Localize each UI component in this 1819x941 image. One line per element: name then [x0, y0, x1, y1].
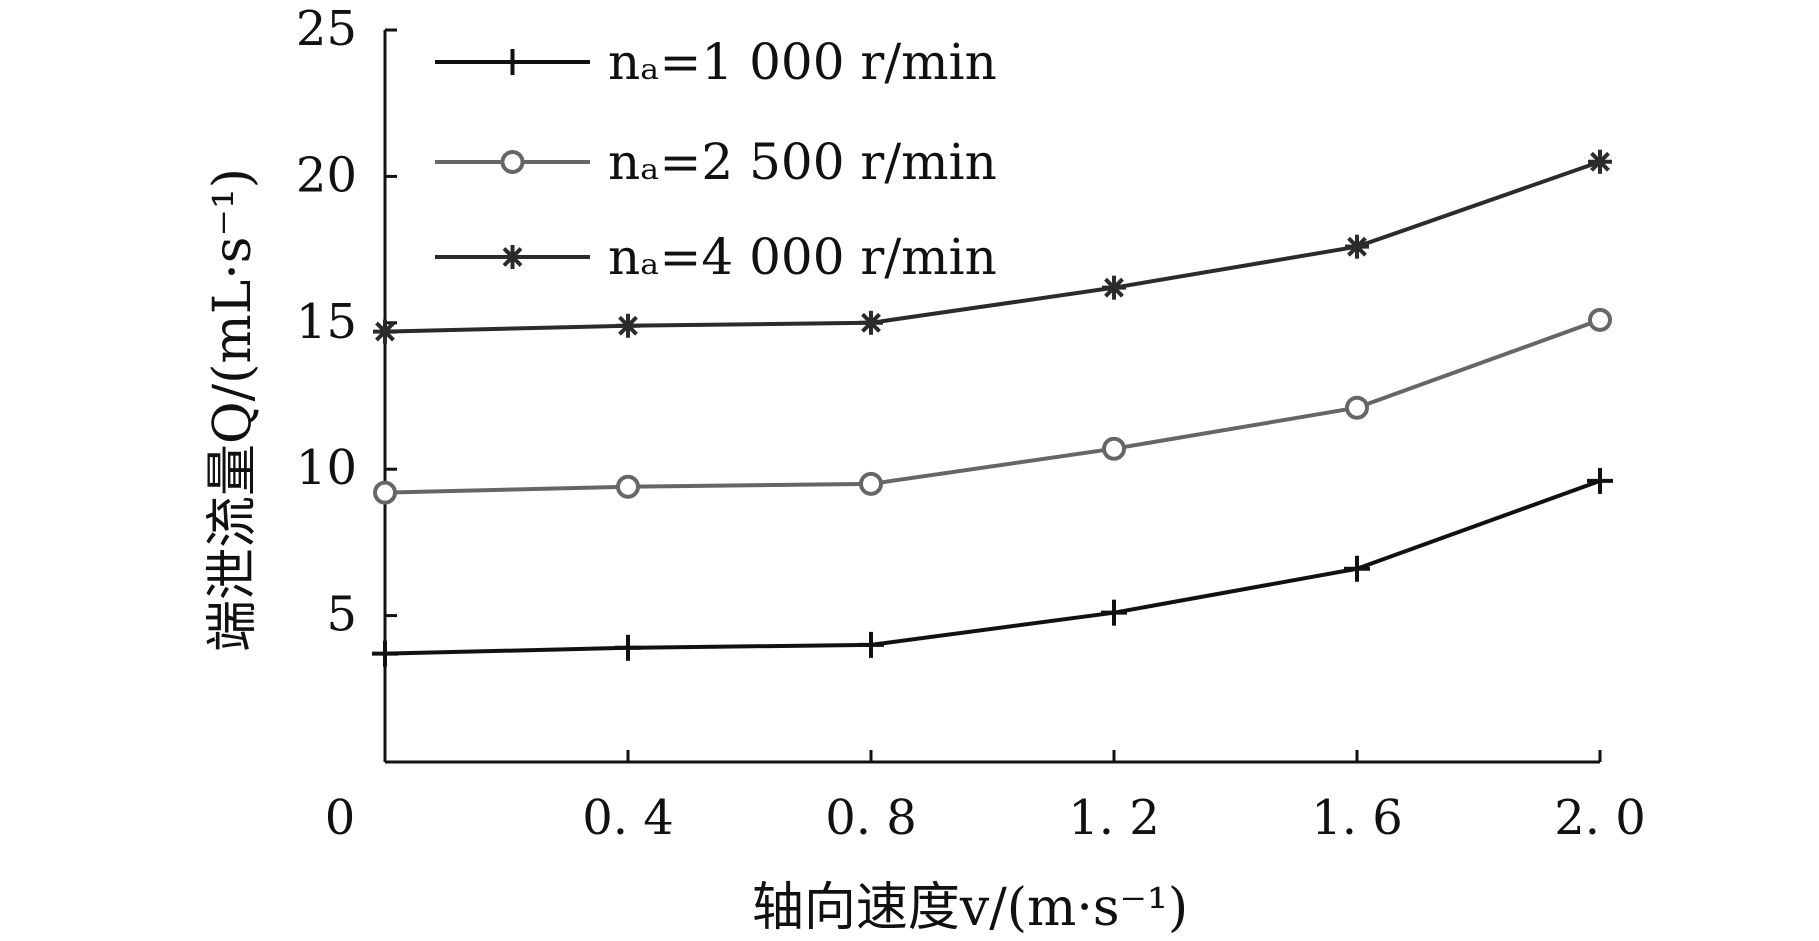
x-tick-label: 0	[325, 790, 356, 846]
data-point	[616, 313, 640, 338]
data-point	[373, 480, 397, 505]
data-point	[373, 319, 397, 344]
y-tick-label: 20	[296, 147, 357, 203]
data-point	[1588, 307, 1612, 332]
data-point	[858, 631, 884, 658]
star-marker	[618, 315, 638, 336]
series-line-1	[384, 479, 1601, 656]
data-point	[372, 640, 398, 667]
x-tick-label: 1. 6	[1311, 790, 1403, 846]
circle-marker	[859, 471, 883, 496]
axis-labels: 轴向速度v/(m·s⁻¹) 端泄流量Q/(mL·s⁻¹)	[203, 168, 1188, 938]
legend-label: nₐ=2 500 r/min	[608, 133, 997, 191]
x-axis-title: 轴向速度v/(m·s⁻¹)	[752, 878, 1188, 937]
data-point	[1102, 436, 1126, 461]
circle-marker	[1345, 395, 1369, 420]
star-marker	[1347, 236, 1367, 257]
circle-marker	[1102, 436, 1126, 461]
data-point	[615, 634, 641, 661]
x-tick-label: 1. 2	[1068, 790, 1160, 846]
circle-marker	[1588, 307, 1612, 332]
x-tick-label: 0. 4	[582, 790, 674, 846]
data-point	[1344, 555, 1370, 582]
y-tick-label: 25	[296, 1, 357, 57]
axes	[383, 30, 1600, 764]
series-line-2	[384, 317, 1601, 495]
star-marker	[375, 321, 395, 342]
data-point	[1345, 234, 1369, 259]
star-marker	[861, 312, 881, 333]
data-point	[859, 471, 883, 496]
axis-ticks: 5 10 15 20 25 0 0. 4 0. 8 1. 2 1. 6 2. 0	[296, 1, 1646, 846]
data-series	[372, 149, 1613, 667]
y-tick-label: 15	[296, 294, 357, 350]
circle-marker	[373, 480, 397, 505]
legend: nₐ=1 000 r/min nₐ=2 500 r/min nₐ=4 000 r/m…	[435, 33, 997, 286]
data-point	[1102, 275, 1126, 300]
star-marker	[1104, 277, 1124, 298]
star-marker	[1590, 151, 1610, 172]
data-point	[1345, 395, 1369, 420]
data-point	[859, 310, 883, 335]
legend-label: nₐ=1 000 r/min	[608, 33, 997, 91]
x-tick-label: 2. 0	[1554, 790, 1646, 846]
y-axis-title: 端泄流量Q/(mL·s⁻¹)	[203, 168, 263, 652]
legend-label: nₐ=4 000 r/min	[608, 228, 997, 286]
x-tick-label: 0. 8	[825, 790, 917, 846]
series-line-3	[384, 159, 1601, 334]
circle-marker	[616, 474, 640, 499]
y-tick-label: 5	[326, 587, 357, 643]
y-tick-label: 10	[296, 440, 357, 496]
data-point	[616, 474, 640, 499]
star-marker	[502, 247, 523, 267]
circle-marker	[500, 150, 525, 174]
data-point	[1587, 467, 1613, 494]
data-point	[1101, 599, 1127, 626]
data-point	[1588, 149, 1612, 174]
